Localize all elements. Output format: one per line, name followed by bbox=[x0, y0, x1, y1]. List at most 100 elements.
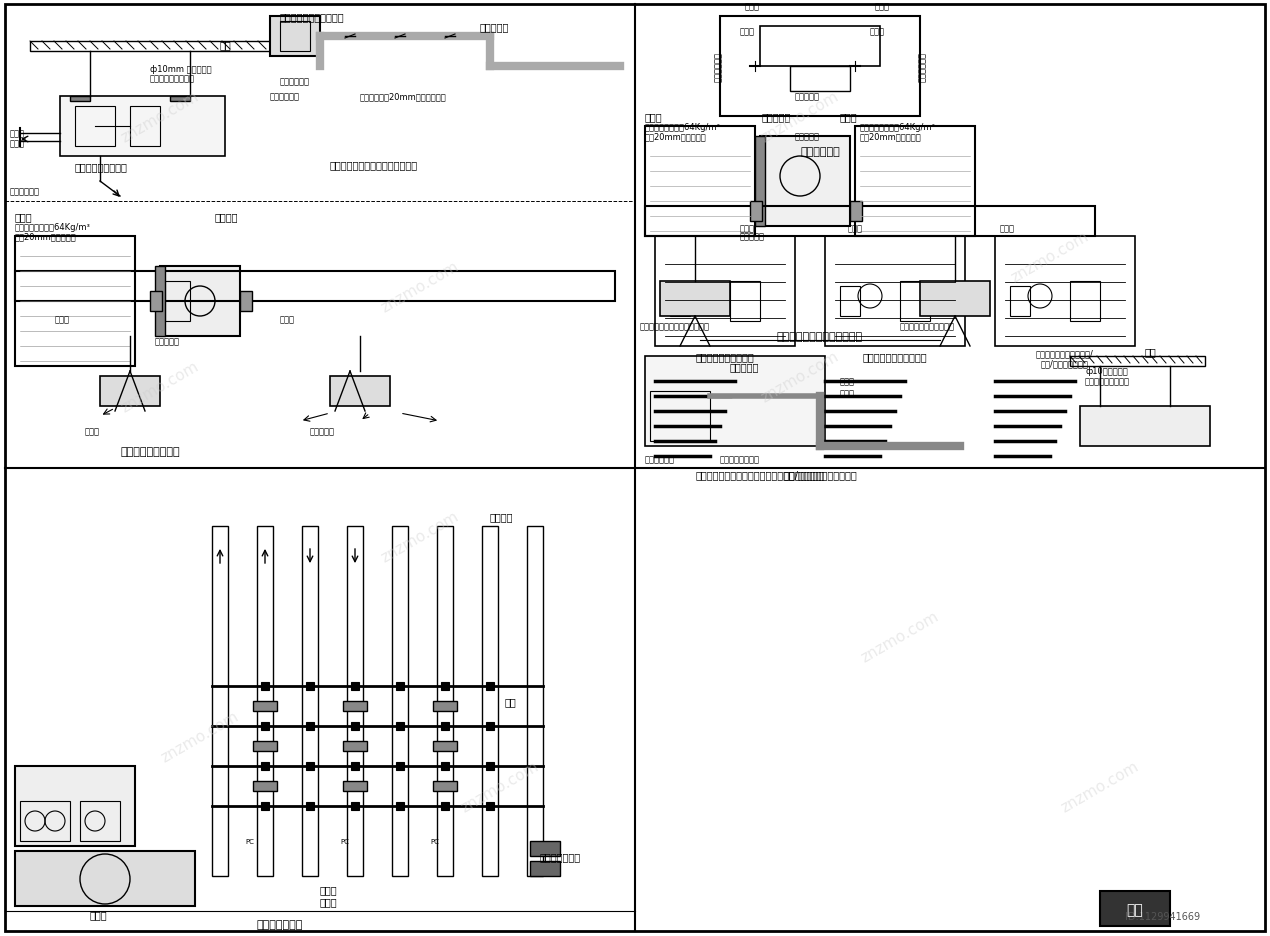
Bar bbox=[441, 682, 450, 690]
Bar bbox=[30, 42, 271, 51]
Text: 排水管连保温: 排水管连保温 bbox=[279, 78, 310, 86]
Bar bbox=[306, 682, 314, 690]
Text: 回风口: 回风口 bbox=[85, 427, 100, 436]
Bar bbox=[100, 376, 160, 406]
Bar bbox=[994, 237, 1135, 346]
Text: 冷冻机组回水: 冷冻机组回水 bbox=[714, 51, 723, 82]
Bar bbox=[271, 17, 320, 57]
Text: znzmo.com: znzmo.com bbox=[859, 608, 941, 665]
Text: 冷冻水支管连20mm橡塑材料保温: 冷冻水支管连20mm橡塑材料保温 bbox=[359, 93, 447, 101]
Bar bbox=[530, 841, 560, 856]
Bar bbox=[212, 526, 229, 876]
Bar bbox=[483, 526, 498, 876]
Text: PC: PC bbox=[340, 838, 349, 844]
Bar bbox=[330, 376, 390, 406]
Bar bbox=[253, 741, 277, 752]
Bar bbox=[60, 97, 225, 157]
Text: 内侧用消声玻璃板64Kg/m³: 内侧用消声玻璃板64Kg/m³ bbox=[645, 123, 721, 131]
Bar bbox=[253, 782, 277, 791]
Bar bbox=[351, 723, 359, 730]
Text: 知米: 知米 bbox=[1126, 902, 1143, 916]
Bar bbox=[396, 762, 404, 770]
Bar bbox=[257, 526, 273, 876]
Text: PC: PC bbox=[245, 838, 254, 844]
Bar bbox=[486, 723, 494, 730]
Text: 冷冻水主管: 冷冻水主管 bbox=[730, 361, 759, 372]
Bar bbox=[486, 682, 494, 690]
Text: 凝结水排水口: 凝结水排水口 bbox=[10, 187, 39, 197]
Text: 空气处理机组安装侧面示意图: 空气处理机组安装侧面示意图 bbox=[777, 331, 864, 342]
Bar bbox=[351, 762, 359, 770]
Text: ф10mm 吊杆（热浸: ф10mm 吊杆（热浸 bbox=[150, 65, 212, 73]
Text: 软接头: 软接头 bbox=[279, 315, 295, 324]
Bar bbox=[15, 237, 135, 367]
Text: 手动阀: 手动阀 bbox=[870, 27, 885, 37]
Text: 回风箱: 回风箱 bbox=[15, 212, 33, 222]
Bar bbox=[645, 207, 1095, 237]
Bar bbox=[1080, 406, 1210, 446]
Text: 风机盘管吊装大样图: 风机盘管吊装大样图 bbox=[75, 162, 128, 172]
Bar bbox=[15, 767, 135, 846]
Text: 冷冻水支管连保温: 冷冻水支管连保温 bbox=[720, 455, 759, 464]
Bar bbox=[850, 202, 862, 222]
Text: 镀锌）连螺母，介子: 镀锌）连螺母，介子 bbox=[1085, 377, 1130, 386]
Bar bbox=[302, 526, 318, 876]
Text: znzmo.com: znzmo.com bbox=[758, 89, 842, 145]
Bar bbox=[433, 782, 457, 791]
Text: 内侧用消声玻璃板64Kg/m³: 内侧用消声玻璃板64Kg/m³ bbox=[860, 123, 936, 131]
Text: znzmo.com: znzmo.com bbox=[758, 348, 842, 405]
Text: 冰水主机接管图: 冰水主机接管图 bbox=[257, 919, 304, 929]
Bar bbox=[441, 762, 450, 770]
Bar bbox=[80, 801, 119, 841]
Bar bbox=[433, 701, 457, 711]
Bar bbox=[759, 137, 850, 227]
Bar bbox=[240, 292, 251, 312]
Text: 冷冻水支管（无缝钢管）: 冷冻水支管（无缝钢管） bbox=[279, 12, 344, 22]
Text: 外包20mm厚橡塑保温: 外包20mm厚橡塑保温 bbox=[15, 232, 76, 241]
Text: 软接头: 软接头 bbox=[848, 225, 864, 233]
Bar bbox=[433, 741, 457, 752]
Text: znzmo.com: znzmo.com bbox=[1008, 228, 1091, 285]
Bar bbox=[1100, 891, 1170, 926]
Text: 楼板: 楼板 bbox=[1146, 346, 1157, 357]
Bar bbox=[306, 762, 314, 770]
Text: 空气处理机组之控制标准: 空气处理机组之控制标准 bbox=[862, 352, 927, 361]
Text: 软接头: 软接头 bbox=[740, 225, 754, 233]
Text: 静压箱: 静压箱 bbox=[839, 112, 857, 122]
Bar bbox=[343, 701, 367, 711]
Bar bbox=[347, 526, 363, 876]
Text: 出水口: 出水口 bbox=[10, 129, 25, 139]
Bar bbox=[343, 782, 367, 791]
Bar bbox=[396, 682, 404, 690]
Bar bbox=[655, 237, 795, 346]
Text: znzmo.com: znzmo.com bbox=[159, 708, 241, 765]
Text: 初效过滤段: 初效过滤段 bbox=[740, 232, 765, 241]
Bar bbox=[306, 723, 314, 730]
Text: 透明胶管接口: 透明胶管接口 bbox=[271, 93, 300, 101]
Bar bbox=[392, 526, 408, 876]
Text: ф10吊杆（热浸: ф10吊杆（热浸 bbox=[1085, 367, 1128, 376]
Bar bbox=[165, 282, 190, 322]
Bar bbox=[441, 723, 450, 730]
Bar bbox=[751, 202, 762, 222]
Text: 空气处理机: 空气处理机 bbox=[762, 112, 791, 122]
Text: 进水口: 进水口 bbox=[10, 139, 25, 148]
Bar bbox=[396, 723, 404, 730]
Text: 冷冻机组供水: 冷冻机组供水 bbox=[917, 51, 927, 82]
Text: 镀锌）连螺母，介子: 镀锌）连螺母，介子 bbox=[150, 75, 196, 83]
Bar bbox=[650, 391, 710, 442]
Text: 蝶阀: 蝶阀 bbox=[505, 696, 517, 707]
Bar bbox=[262, 682, 269, 690]
Bar bbox=[351, 682, 359, 690]
Bar bbox=[262, 802, 269, 811]
Text: 可屈挠橡胶软接: 可屈挠橡胶软接 bbox=[540, 851, 582, 861]
Text: znzmo.com: znzmo.com bbox=[118, 89, 202, 145]
Bar bbox=[170, 97, 190, 102]
Text: 软接头: 软接头 bbox=[55, 315, 70, 324]
Bar bbox=[279, 22, 310, 51]
Bar bbox=[396, 802, 404, 811]
Bar bbox=[645, 357, 826, 446]
Bar bbox=[530, 861, 560, 876]
Bar bbox=[441, 802, 450, 811]
Bar bbox=[790, 67, 850, 92]
